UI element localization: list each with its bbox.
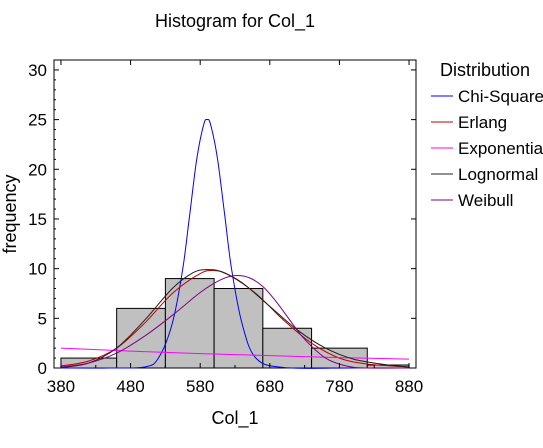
x-tick-label: 780 [325, 377, 353, 396]
legend-item-lognormal: Lognormal [431, 165, 538, 184]
legend-label: Weibull [458, 191, 513, 210]
chart-title: Histogram for Col_1 [155, 11, 315, 32]
legend-item-erlang: Erlang [431, 113, 507, 132]
legend-label: Erlang [458, 113, 507, 132]
axis-ticks: 380 480 580 680 780 880 0 5 10 15 20 25 30 [28, 60, 423, 396]
curve-weibull [60, 275, 410, 369]
legend-label: Lognormal [458, 165, 538, 184]
fitted-curves [60, 118, 410, 369]
y-tick-label: 10 [28, 260, 47, 279]
legend-title: Distribution [440, 60, 530, 80]
x-tick-label: 680 [256, 377, 284, 396]
curve-chi-squared [60, 118, 410, 369]
legend-label: Chi-Squared [458, 87, 543, 106]
y-tick-label: 30 [28, 61, 47, 80]
y-axis-label: frequency [0, 174, 20, 253]
legend-item-exponential: Exponential [431, 139, 543, 158]
curve-lognormal [60, 269, 410, 368]
y-tick-label: 0 [38, 359, 47, 378]
legend: Distribution Chi-Squared Erlang Exponentia… [431, 60, 543, 210]
y-tick-label: 5 [38, 309, 47, 328]
y-tick-label: 20 [28, 160, 47, 179]
legend-item-weibull: Weibull [431, 191, 513, 210]
histogram-bar-4 [213, 288, 264, 369]
histogram-bar-5 [262, 327, 313, 369]
y-tick-label: 25 [28, 111, 47, 130]
x-axis-label: Col_1 [211, 408, 258, 429]
x-tick-label: 880 [395, 377, 423, 396]
plot-area: 380 480 580 680 780 880 0 5 10 15 20 25 30 [28, 59, 423, 396]
x-tick-label: 380 [47, 377, 75, 396]
x-tick-label: 480 [116, 377, 144, 396]
y-tick-label: 15 [28, 210, 47, 229]
legend-label: Exponential [458, 139, 543, 158]
curve-exponential [60, 347, 410, 360]
x-tick-label: 580 [186, 377, 214, 396]
legend-item-chi-squared: Chi-Squared [431, 87, 543, 106]
